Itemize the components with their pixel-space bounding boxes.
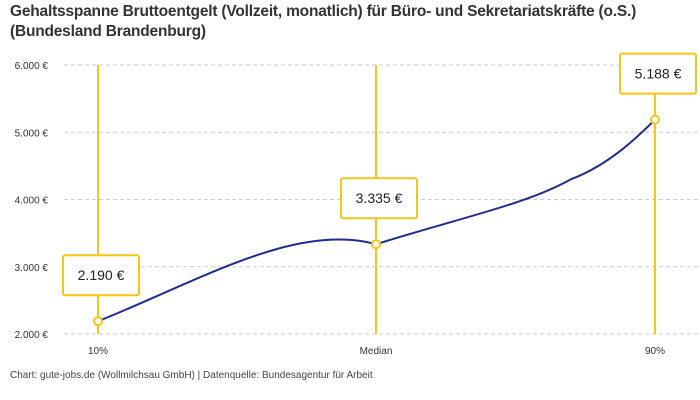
chart-title: Gehaltsspanne Bruttoentgelt (Vollzeit, m… — [10, 3, 637, 40]
data-label: 5.188 € — [635, 66, 682, 82]
data-point — [650, 114, 660, 125]
data-label: 2.190 € — [78, 267, 125, 283]
data-point — [371, 239, 381, 250]
x-tick-label: Median — [360, 346, 393, 357]
chart-source: Chart: gute-jobs.de (Wollmilchsau GmbH) … — [10, 370, 373, 381]
x-tick-label: 10% — [88, 346, 108, 357]
data-label-box — [619, 52, 697, 95]
series-line — [97, 118, 656, 323]
data-point — [93, 316, 103, 327]
y-tick-label: 2.000 € — [15, 330, 49, 341]
data-label-box — [62, 254, 140, 297]
x-tick-label: 90% — [645, 346, 665, 357]
y-tick-label: 6.000 € — [15, 61, 49, 72]
data-label-box — [340, 177, 418, 220]
y-tick-label: 4.000 € — [15, 196, 49, 207]
y-tick-label: 5.000 € — [15, 128, 49, 139]
y-tick-label: 3.000 € — [15, 263, 49, 274]
data-label: 3.335 € — [356, 190, 403, 206]
